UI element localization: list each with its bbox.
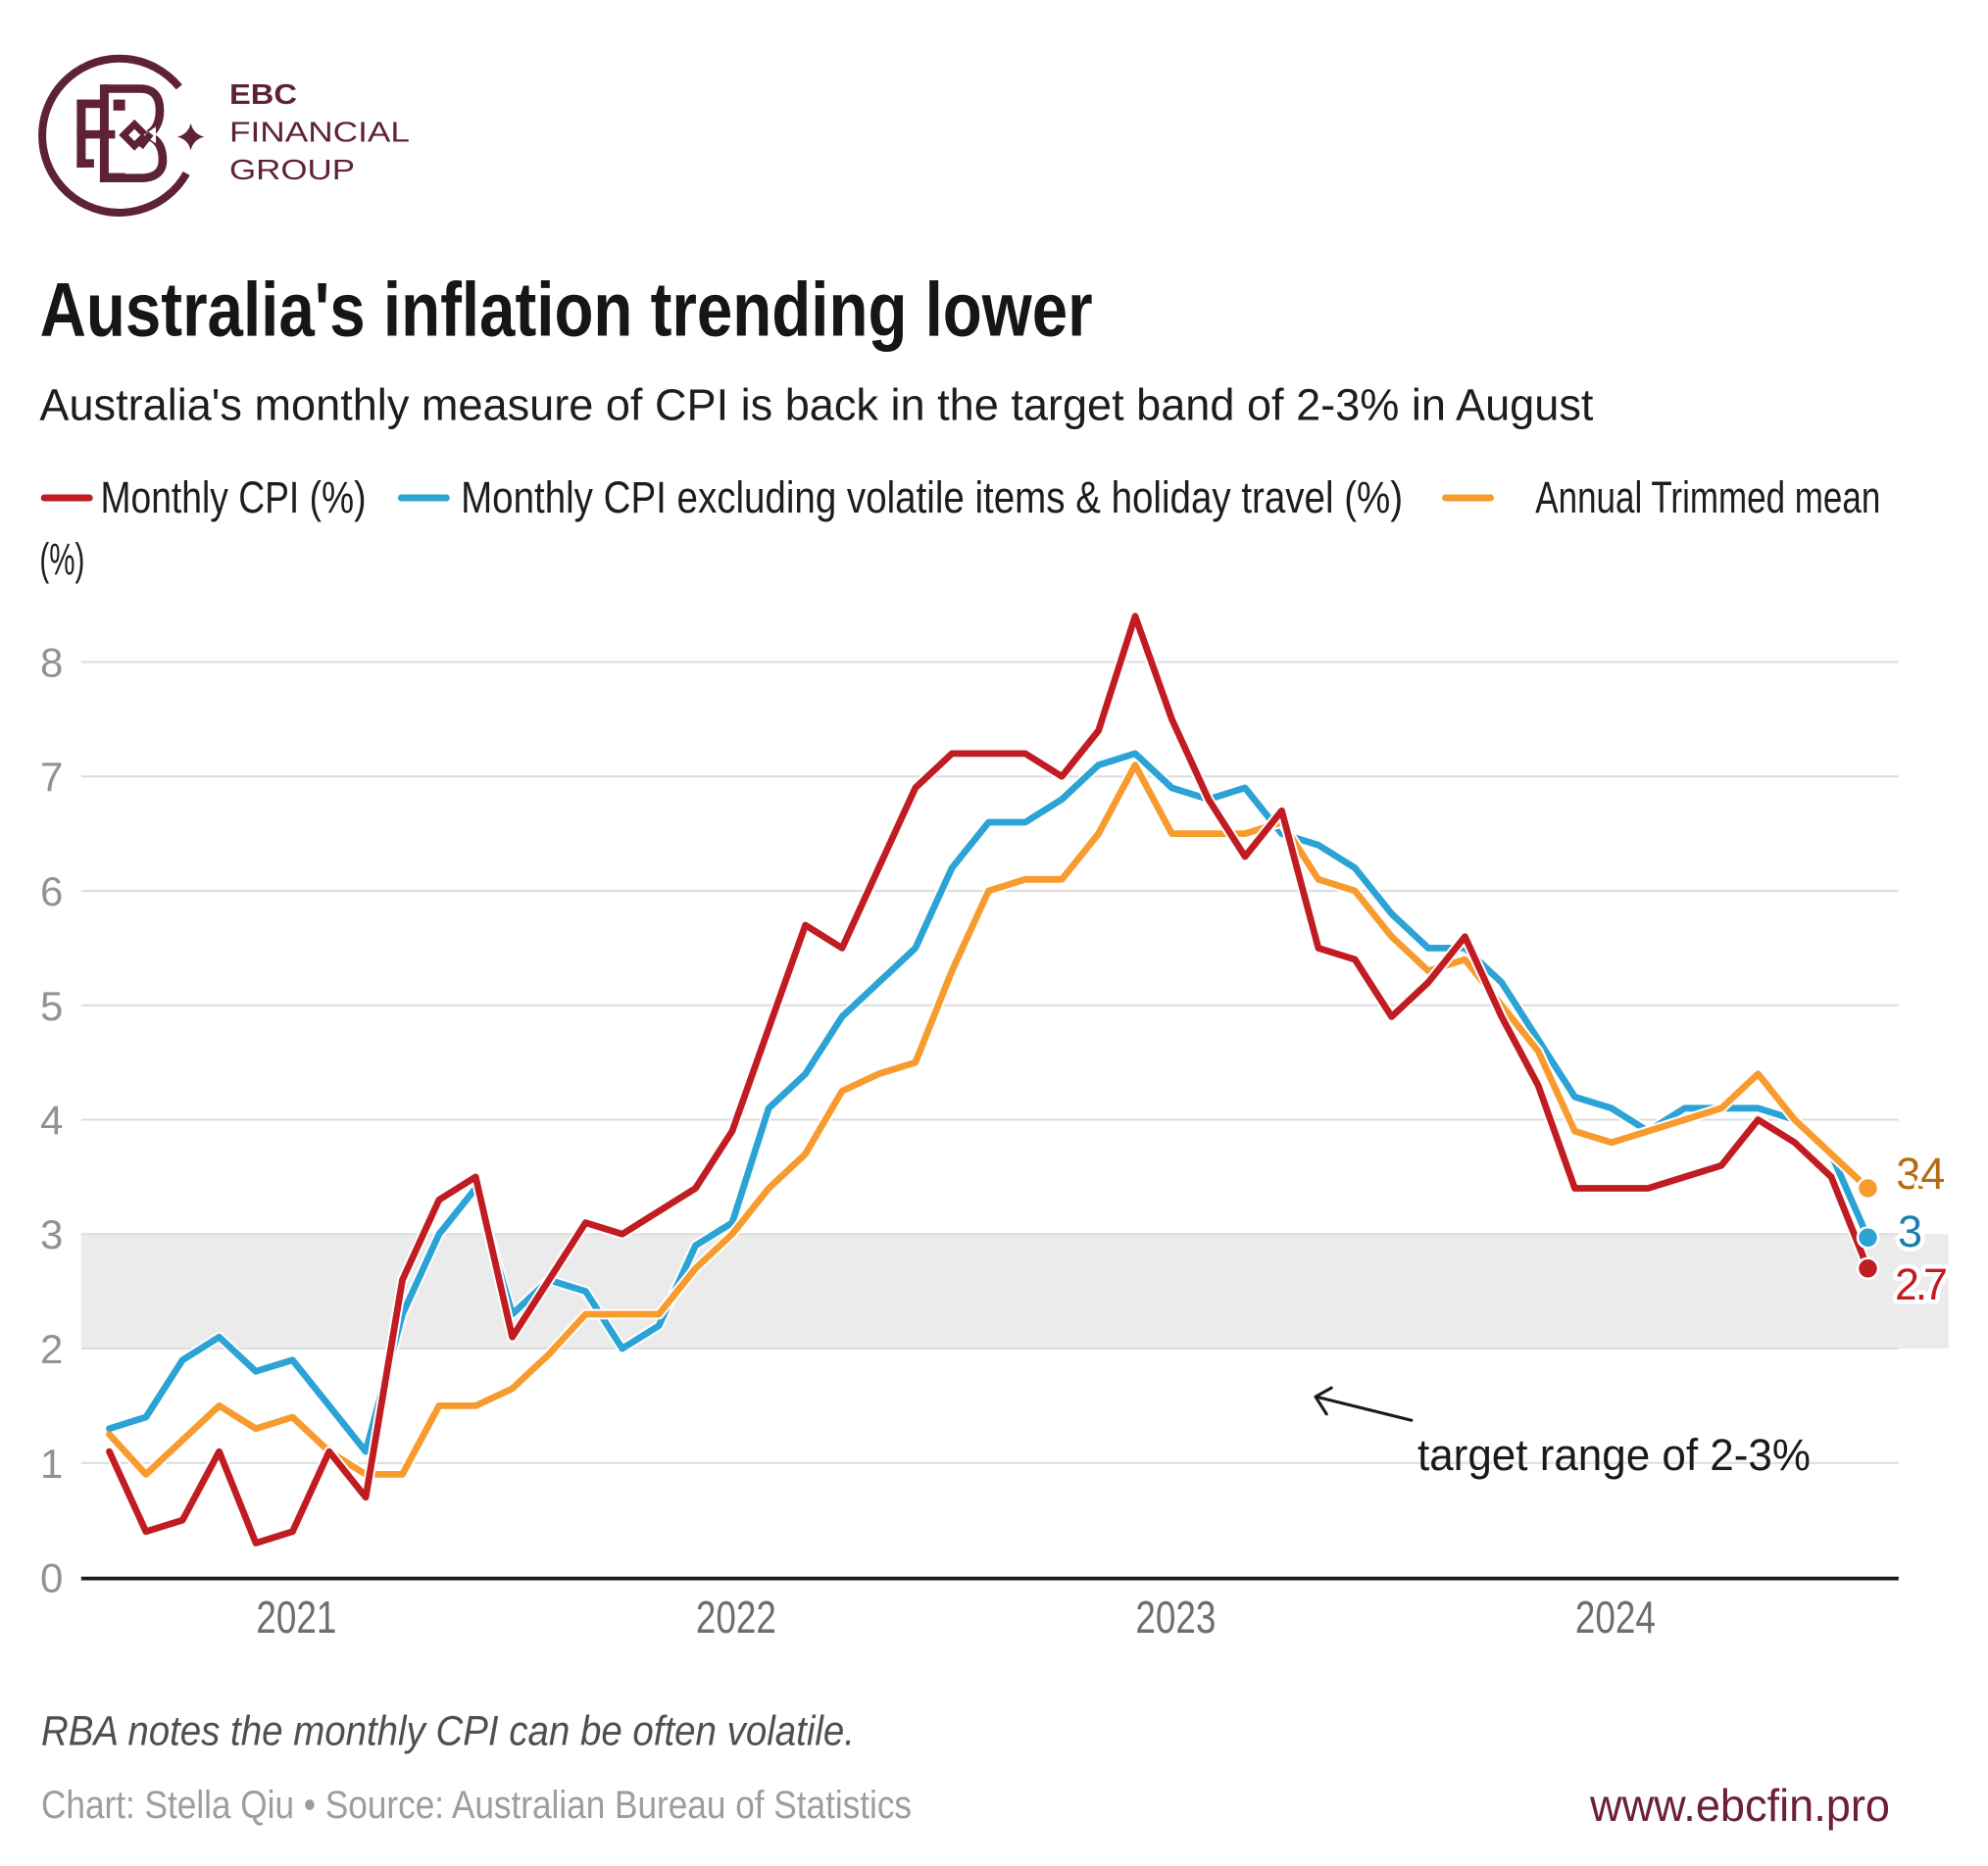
svg-text:Chart: Stella Qiu • Source: Au: Chart: Stella Qiu • Source: Australian B… bbox=[41, 1784, 912, 1827]
svg-text:2024: 2024 bbox=[1575, 1592, 1656, 1643]
svg-text:Annual Trimmed mean: Annual Trimmed mean bbox=[1535, 472, 1880, 522]
svg-text:2022: 2022 bbox=[696, 1592, 776, 1643]
svg-text:7: 7 bbox=[40, 754, 63, 800]
svg-text:Australia's monthly measure of: Australia's monthly measure of CPI is ba… bbox=[39, 379, 1593, 429]
svg-text:8: 8 bbox=[40, 640, 63, 686]
svg-text:(%): (%) bbox=[39, 534, 84, 584]
svg-text:Monthly CPI (%): Monthly CPI (%) bbox=[101, 472, 367, 522]
svg-text:4: 4 bbox=[40, 1098, 63, 1144]
svg-text:2.7: 2.7 bbox=[1895, 1259, 1948, 1309]
svg-text:3: 3 bbox=[40, 1211, 63, 1257]
svg-text:Monthly CPI excluding volatile: Monthly CPI excluding volatile items & h… bbox=[461, 472, 1403, 522]
svg-text:2023: 2023 bbox=[1135, 1592, 1216, 1643]
svg-text:EBC: EBC bbox=[229, 79, 297, 111]
svg-text:RBA notes the monthly CPI can: RBA notes the monthly CPI can be often v… bbox=[41, 1708, 855, 1755]
svg-text:Australia's inflation trending: Australia's inflation trending lower bbox=[40, 266, 1093, 352]
svg-text:3: 3 bbox=[1898, 1206, 1922, 1256]
svg-text:target range of 2-3%: target range of 2-3% bbox=[1417, 1430, 1811, 1480]
svg-text:GROUP: GROUP bbox=[229, 155, 355, 186]
svg-text:0: 0 bbox=[40, 1555, 63, 1601]
svg-text:2021: 2021 bbox=[256, 1592, 336, 1643]
svg-text:6: 6 bbox=[40, 868, 63, 914]
svg-text:FINANCIAL: FINANCIAL bbox=[229, 117, 410, 148]
svg-text:5: 5 bbox=[40, 983, 63, 1029]
svg-text:1: 1 bbox=[40, 1441, 63, 1487]
svg-text:www.ebcfin.pro: www.ebcfin.pro bbox=[1589, 1780, 1890, 1831]
svg-text:2: 2 bbox=[40, 1326, 63, 1372]
svg-text:3.4: 3.4 bbox=[1896, 1149, 1945, 1199]
